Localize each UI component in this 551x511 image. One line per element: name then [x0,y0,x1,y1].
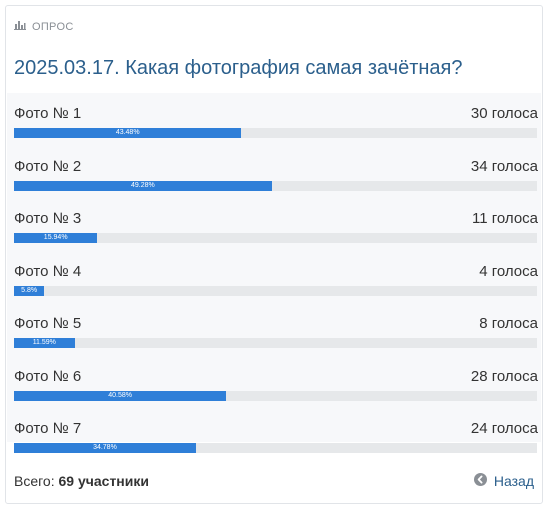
poll-card: ОПРОС 2025.03.17. Какая фотография самая… [5,5,543,504]
option-votes: 28 голоса [470,367,538,385]
poll-option-row: Фото № 1 30 голоса 43.48% [14,98,538,142]
option-votes: 11 голоса [472,210,538,227]
option-votes: 34 голоса [470,157,538,175]
option-label: Фото № 4 [14,262,82,280]
option-label: Фото № 2 [14,157,82,175]
arrow-left-circle-icon [473,473,487,489]
poll-option-row: Фото № 7 24 голоса 34.78% [14,413,538,457]
progress-fill: 11.59% [14,338,75,348]
progress-fill: 15.94% [14,233,98,243]
option-label: Фото № 1 [14,105,82,122]
total-label: Всего: [14,473,55,489]
option-label: Фото № 5 [14,315,82,332]
progress-fill: 40.58% [14,390,227,401]
progress-track: 5.8% [14,285,537,296]
poll-option-row: Фото № 5 8 голоса 11.59% [14,308,538,352]
poll-option-row: Фото № 4 4 голоса 5.8% [14,256,538,300]
poll-option-row: Фото № 6 28 голоса 40.58% [14,361,538,405]
option-votes: 8 голоса [479,315,538,332]
poll-header-label: ОПРОС [32,20,74,33]
progress-track: 15.94% [14,233,537,243]
total-value: 69 участники [58,473,149,489]
bar-chart-icon [14,20,26,33]
progress-track: 40.58% [14,390,537,401]
option-label: Фото № 7 [14,420,82,437]
progress-fill: 49.28% [14,180,272,191]
option-votes: 4 голоса [479,262,538,280]
progress-track: 34.78% [14,443,537,453]
progress-percent: 11.59% [32,339,56,346]
progress-fill: 5.8% [14,285,45,296]
progress-percent: 43.48% [115,129,140,136]
option-label: Фото № 3 [14,210,82,227]
back-label: Назад [493,473,534,489]
option-label: Фото № 6 [14,367,82,385]
poll-results: Фото № 1 30 голоса 43.48% Фото № 2 34 голоса… [7,93,541,453]
progress-track: 11.59% [14,338,537,348]
option-votes: 24 голоса [470,420,538,437]
progress-percent: 40.58% [108,391,132,399]
poll-option-row: Фото № 3 11 голоса 15.94% [14,203,538,247]
option-votes: 30 голоса [470,105,538,122]
poll-title: 2025.03.17. Какая фотография самая зачёт… [14,57,463,79]
progress-fill: 34.78% [14,443,196,453]
progress-track: 49.28% [14,180,537,191]
back-button[interactable]: Назад [473,473,534,489]
progress-percent: 15.94% [43,234,68,241]
poll-option-row: Фото № 2 34 голоса 49.28% [14,151,538,195]
poll-header: ОПРОС [14,20,74,33]
progress-fill: 43.48% [14,128,242,138]
progress-percent: 5.8% [21,286,38,294]
progress-percent: 49.28% [130,181,155,189]
progress-track: 43.48% [14,128,537,138]
progress-percent: 34.78% [93,444,117,451]
poll-total: Всего: 69 участники [14,473,149,489]
